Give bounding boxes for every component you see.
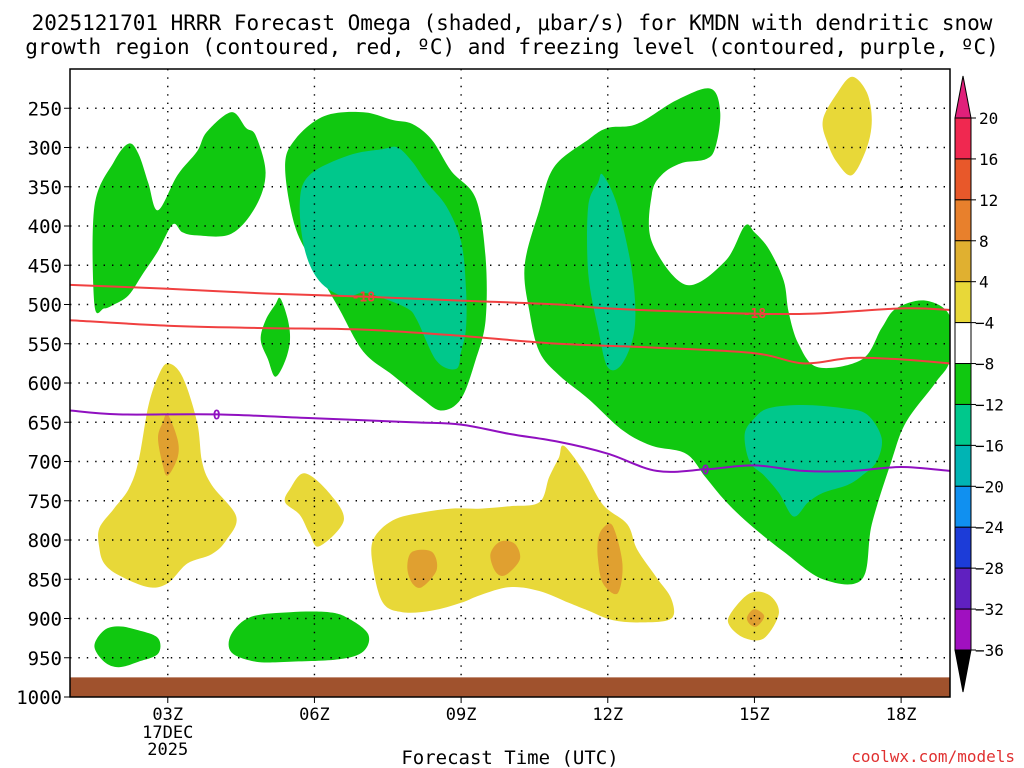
y-tick-label: 850	[28, 569, 62, 591]
colorbar-swatch	[954, 363, 972, 405]
shaded-region-uplift-left-tower	[92, 112, 266, 314]
contour-lines: -18 -18 0 0	[70, 283, 950, 478]
y-tick-label: 600	[28, 373, 62, 395]
y-tick-label: 500	[28, 295, 62, 317]
colorbar-label: −24	[975, 518, 1004, 537]
shaded-region-uplift-near-ground-mid	[228, 611, 370, 663]
y-tick-label: 700	[28, 452, 62, 474]
colorbar: 20 16 12 8 4 −4 −8 −12 −16 −20 −24 −28 −32 −36	[954, 75, 1004, 693]
colorbar-label: −4	[975, 314, 994, 333]
y-tick-label: 550	[28, 334, 62, 356]
colorbar-label: −16	[975, 436, 1004, 455]
shaded-region-sink-center-core1	[407, 549, 438, 588]
colorbar-swatch	[954, 526, 972, 569]
colorbar-label: 12	[979, 191, 998, 210]
chart-title-line-2: growth region (contoured, red, ºC) and f…	[25, 35, 999, 59]
colorbar-swatch	[954, 158, 972, 201]
contour-dgz-top	[70, 283, 950, 316]
ground-surface	[70, 677, 950, 697]
x-tick-date: 17DEC	[142, 723, 193, 743]
colorbar-swatch	[954, 485, 972, 528]
colorbar-top-arrow	[954, 75, 972, 119]
x-tick-label: 09Z	[446, 705, 477, 725]
y-tick-label: 750	[28, 491, 62, 513]
shaded-region-sink-center	[371, 445, 675, 623]
colorbar-label: −20	[975, 477, 1004, 496]
shaded-region-sink-center-core3	[597, 523, 623, 595]
colorbar-swatch	[954, 403, 972, 446]
y-tick-label: 950	[28, 648, 62, 670]
plot-area: -18 -18 0 0	[70, 69, 950, 697]
colorbar-label: −28	[975, 559, 1004, 578]
colorbar-swatch	[954, 117, 972, 160]
colorbar-swatch	[954, 608, 972, 651]
contour-label-freezing-level: 0	[213, 408, 221, 423]
colorbar-swatch	[954, 281, 972, 324]
x-axis-label: Forecast Time (UTC)	[401, 747, 618, 768]
colorbar-swatch	[954, 567, 972, 610]
y-axis: 250 300 350 400 450 500 550 600 650 700 750 800 850 9…	[16, 98, 70, 709]
shaded-region-uplift-strong-central	[299, 146, 467, 370]
credit-text: coolwx.com/models	[851, 747, 1015, 766]
contour-dgz-bottom	[70, 319, 950, 365]
colorbar-swatch	[954, 240, 972, 283]
x-tick-label: 18Z	[886, 705, 917, 725]
colorbar-label: 8	[979, 232, 989, 251]
colorbar-label: −8	[975, 355, 994, 374]
y-tick-label: 650	[28, 412, 62, 434]
colorbar-swatch	[954, 322, 972, 365]
shaded-region-uplift-small-blob	[260, 297, 291, 377]
y-tick-label: 900	[28, 609, 62, 631]
contour-label-dgz-top: -18	[352, 291, 376, 306]
chart-title-line-1: 2025121701 HRRR Forecast Omega (shaded, …	[32, 11, 993, 35]
colorbar-bottom-arrow	[954, 649, 972, 693]
shaded-region-sink-left-core	[158, 413, 179, 476]
x-tick-label: 12Z	[592, 705, 623, 725]
colorbar-label: −32	[975, 600, 1004, 619]
x-tick-label: 15Z	[739, 705, 770, 725]
y-tick-label: 800	[28, 530, 62, 552]
shaded-region-sink-top-right	[822, 76, 872, 176]
y-tick-label: 250	[28, 98, 62, 120]
omega-shading	[92, 76, 950, 668]
shaded-region-uplift-strong-column	[587, 173, 636, 371]
shaded-region-uplift-near-ground-left	[94, 626, 161, 668]
colorbar-swatch	[954, 199, 972, 242]
colorbar-label: 20	[979, 109, 998, 128]
contour-freezing-level	[70, 409, 950, 473]
colorbar-label: −12	[975, 395, 1004, 414]
shaded-region-uplift-strong-lower-right	[744, 405, 883, 517]
shaded-region-sink-15z-core	[746, 609, 765, 627]
x-tick-label: 03Z	[152, 705, 183, 725]
y-tick-label: 1000	[16, 687, 62, 709]
colorbar-swatch	[954, 444, 972, 487]
contour-label-freezing-level: 0	[702, 463, 710, 478]
colorbar-label: 16	[979, 150, 998, 169]
colorbar-label: 4	[979, 273, 989, 292]
x-tick-year: 2025	[147, 740, 188, 760]
y-tick-label: 450	[28, 255, 62, 277]
shaded-region-sink-center-core2	[490, 540, 521, 577]
x-tick-label: 06Z	[299, 705, 330, 725]
contour-label-dgz-top: -18	[743, 307, 767, 322]
y-tick-label: 400	[28, 216, 62, 238]
shaded-region-sink-06z	[284, 473, 344, 547]
colorbar-label: −36	[975, 641, 1004, 660]
y-tick-label: 300	[28, 138, 62, 160]
y-tick-label: 350	[28, 177, 62, 199]
